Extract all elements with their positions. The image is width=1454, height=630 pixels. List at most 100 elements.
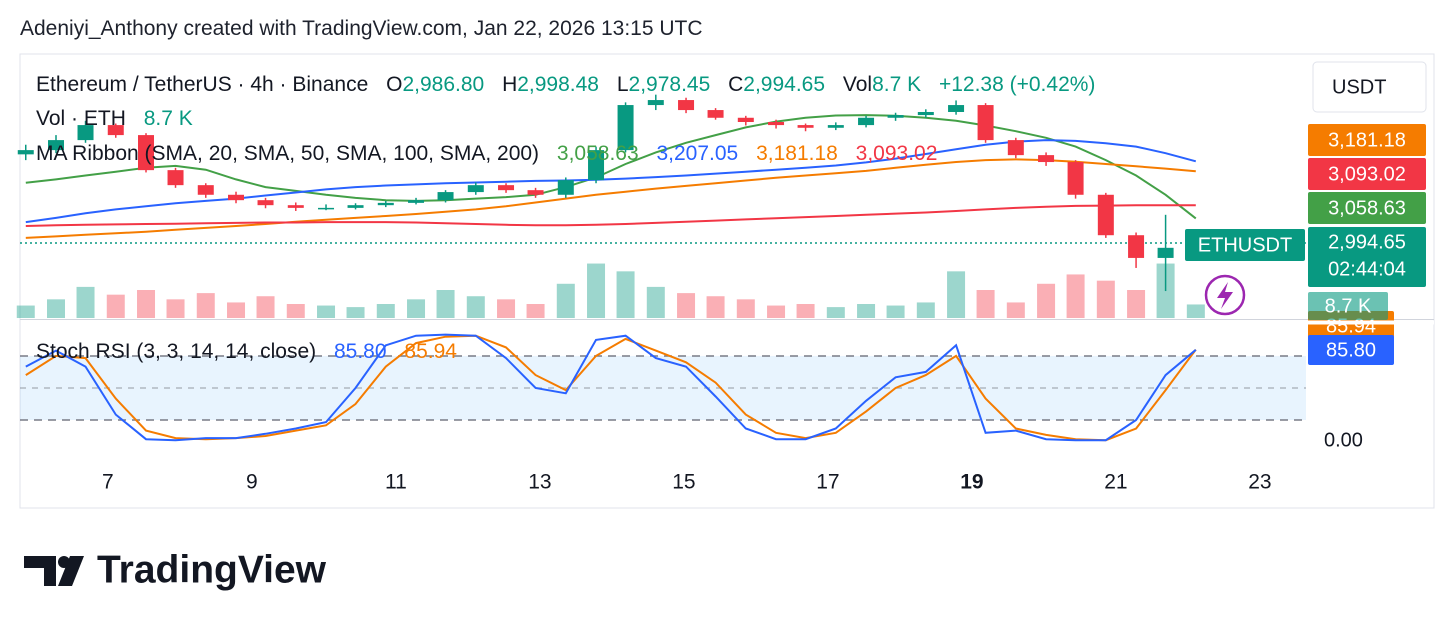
candle-body [1157,247,1174,258]
volume-bar [436,290,455,318]
volume-bar [646,286,665,318]
candle-body [1067,162,1084,195]
candle-body [948,105,965,112]
candle-body [318,207,335,210]
x-tick-label: 21 [1104,471,1127,494]
logo-part [58,556,84,586]
price-tag [1308,124,1426,156]
candle-body [797,125,814,128]
stoch-legend: Stoch RSI (3, 3, 14, 14, close) 85.80 85… [36,339,457,365]
volume-bar [736,299,755,318]
candle-body [977,105,994,141]
price-tag [1308,335,1394,365]
price-tag [1308,292,1388,320]
candle-body [768,122,785,126]
candle-body [287,205,304,208]
stoch-title: Stoch RSI (3, 3, 14, 14, close) [36,340,317,363]
x-tick-label: 17 [816,471,839,494]
price-legend: Ethereum / TetherUS · 4h · Binance O2,98… [36,72,1095,98]
ma-line [25,114,1197,220]
volume-legend: Vol · ETH 8.7 K [36,106,193,132]
candle-body [467,185,484,193]
legend-value: 85.80 [333,340,387,363]
volume-bar [466,296,485,318]
legend-value: 3,181.18 [756,142,838,165]
volume-bar [857,304,876,318]
volume-bar [106,294,125,318]
volume-bar [677,293,696,318]
volume-bar [616,271,635,318]
price-tag-label: ETHUSDT [1198,234,1292,256]
volume-bar [526,304,545,318]
legend-change: +12.38 (+0.42%) [938,73,1096,96]
volume-bar [826,307,845,318]
price-tag-label: 2,994.65 [1328,231,1406,253]
legend-value: 85.94 [404,340,457,363]
y-tick-label: 0.00 [1324,430,1363,452]
candle-body [1038,155,1055,163]
candle-body [917,111,934,116]
volume-bar [1066,274,1085,318]
price-tag-label: 3,058.63 [1328,197,1406,219]
logo-icon [24,556,84,586]
candle-body [197,185,214,195]
ma-line [25,139,1197,224]
candle-body [138,135,155,171]
candle-body [17,150,34,155]
volume-bar [196,293,215,318]
volume-bar [76,286,95,318]
volume-bar [256,296,275,318]
volume-bar [1037,283,1056,318]
legend-value: 3,093.02 [855,142,938,165]
candle-body [707,110,724,118]
volume-bar [376,304,395,318]
alert-bolt [1217,282,1233,309]
price-tag-label: 3,181.18 [1328,129,1406,151]
candle-body [827,125,844,128]
chart-frame [19,53,1435,509]
legend-value: 2,998.48 [517,73,599,96]
volume-bar [137,290,156,318]
x-tick-label: 23 [1248,471,1271,494]
price-tag-label: 85.80 [1326,339,1376,361]
x-tick-label: 11 [385,471,407,494]
volume-bar [1006,302,1025,318]
candle-body [257,200,274,206]
volume-bar [556,283,575,318]
volume-bar [886,305,905,318]
candle-body [887,115,904,118]
candle-body [498,185,515,191]
pane-mask [1306,320,1434,325]
legend-value: 8.7 K [872,73,922,96]
ma-title: MA Ribbon (SMA, 20, SMA, 50, SMA, 100, S… [36,142,540,165]
volume-bar [976,290,995,318]
candle-body [228,194,245,201]
logo-text: TradingView [97,548,327,591]
legend-key: C [728,73,744,96]
candle-body [347,205,364,208]
volume-bar [16,305,35,318]
candle-body [557,180,574,195]
currency-box[interactable] [1312,61,1427,113]
countdown: 02:44:04 [1328,258,1406,280]
volume-bar [1186,304,1205,318]
candle-body [1128,235,1145,258]
volume-bar [947,271,966,318]
candle-body [408,200,425,203]
legend-key: O [386,73,403,96]
candle-body [437,192,454,201]
volume-bar [497,299,516,318]
candle-body [77,125,94,141]
x-tick-label: 19 [960,471,983,494]
symbol: Ethereum / TetherUS · 4h · Binance [36,73,369,96]
volume-bar [47,299,66,318]
ma-line [25,204,1196,227]
candle-body [858,117,875,126]
header: Adeniyi_Anthony created with TradingView… [20,17,703,40]
legend-key: Vol [842,73,873,96]
volume-bar [407,299,426,318]
volume-bar [587,263,606,318]
price-tag [1308,227,1426,287]
